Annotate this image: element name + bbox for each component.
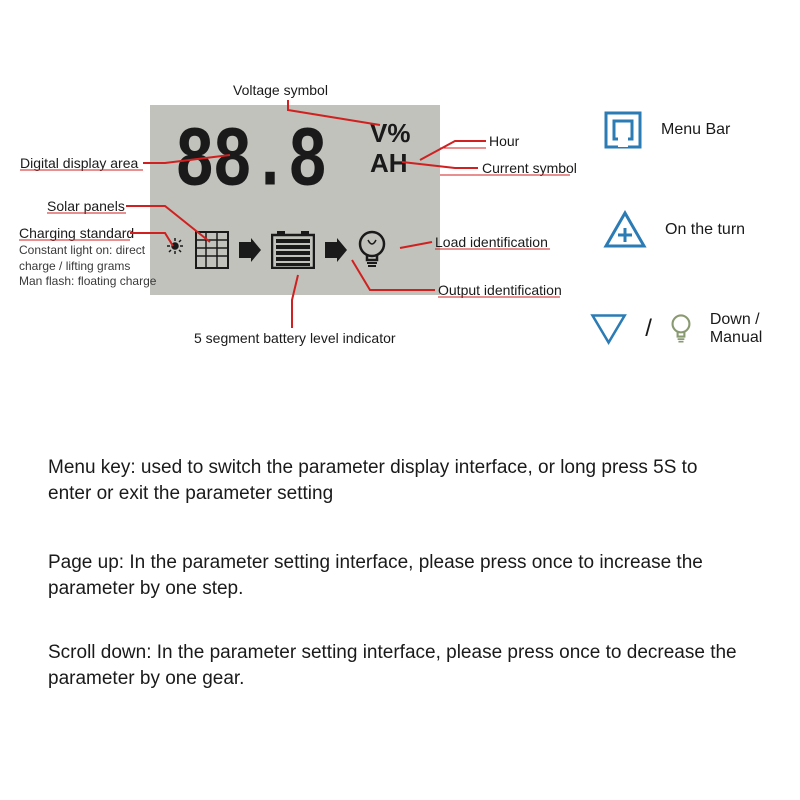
lcd-unit-top: V% bbox=[370, 118, 410, 149]
legend-menu-bar: Menu Bar bbox=[603, 110, 730, 150]
legend-down-manual-text: Down / Manual bbox=[710, 311, 800, 347]
sun-icon bbox=[165, 236, 185, 264]
bulb-icon bbox=[357, 230, 387, 270]
lcd-unit-bottom: AH bbox=[370, 148, 408, 179]
legend-on-turn-text: On the turn bbox=[665, 221, 745, 239]
slash-text: / bbox=[645, 315, 652, 343]
label-voltage-symbol: Voltage symbol bbox=[233, 82, 328, 98]
lcd-digits: 88.8 bbox=[175, 113, 325, 211]
menu-bar-icon bbox=[603, 110, 643, 150]
arrow-right-icon bbox=[325, 238, 347, 262]
label-digital-display: Digital display area bbox=[20, 155, 138, 171]
triangle-down-icon bbox=[590, 310, 627, 348]
triangle-up-plus-icon bbox=[603, 210, 647, 250]
solar-panel-icon bbox=[195, 231, 229, 269]
legend-menu-bar-text: Menu Bar bbox=[661, 121, 730, 139]
label-output-id: Output identification bbox=[438, 282, 562, 298]
label-charging-standard: Charging standard bbox=[19, 225, 134, 241]
paragraph-scroll-down: Scroll down: In the parameter setting in… bbox=[48, 640, 740, 691]
arrow-right-icon bbox=[239, 238, 261, 262]
legend-on-turn: On the turn bbox=[603, 210, 745, 250]
label-hour: Hour bbox=[489, 133, 519, 149]
label-solar-panels: Solar panels bbox=[47, 198, 125, 214]
label-charging-sub: Constant light on: direct charge / lifti… bbox=[19, 243, 156, 290]
paragraph-menu-key: Menu key: used to switch the parameter d… bbox=[48, 455, 740, 506]
label-load-id: Load identification bbox=[435, 234, 548, 250]
legend-down-manual: / Down / Manual bbox=[590, 310, 800, 348]
battery-icon bbox=[271, 231, 315, 269]
label-battery-indicator: 5 segment battery level indicator bbox=[194, 330, 396, 346]
paragraph-page-up: Page up: In the parameter setting interf… bbox=[48, 550, 740, 601]
lcd-icon-row bbox=[165, 230, 387, 270]
bulb-small-icon bbox=[670, 310, 692, 348]
label-current-symbol: Current symbol bbox=[482, 160, 577, 176]
